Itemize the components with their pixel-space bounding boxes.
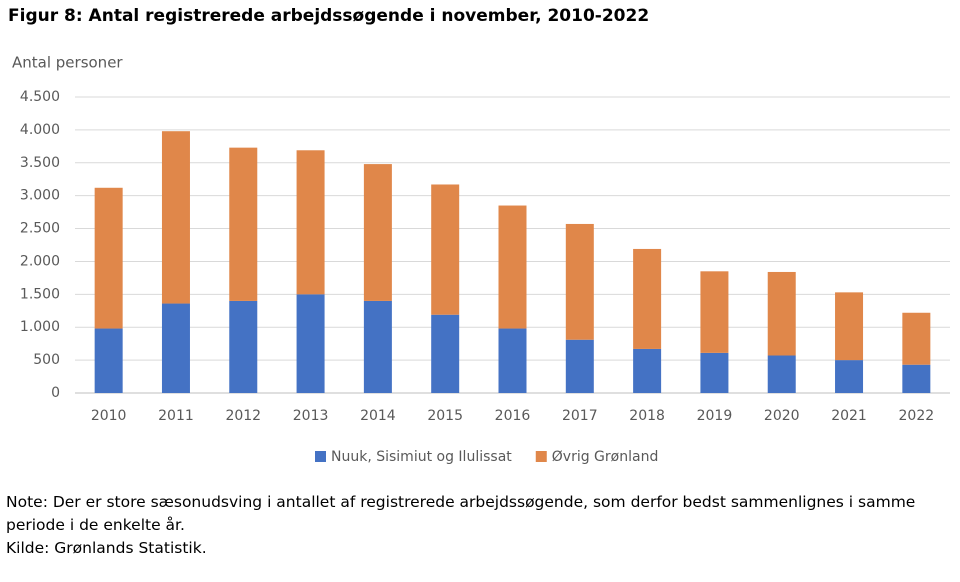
bar-segment xyxy=(902,312,931,365)
bar-segment xyxy=(633,348,662,393)
bar-segment xyxy=(229,300,258,393)
y-tick-label: 0 xyxy=(51,385,60,401)
legend-swatch xyxy=(315,451,326,462)
bar-segment xyxy=(161,303,190,393)
x-tick-label: 2011 xyxy=(158,408,194,424)
x-tick-label: 2015 xyxy=(427,408,463,424)
x-tick-label: 2017 xyxy=(562,408,598,424)
x-tick-label: 2014 xyxy=(360,408,396,424)
x-tick-label: 2021 xyxy=(831,408,867,424)
x-tick-label: 2013 xyxy=(293,408,329,424)
chart: Antal personer 0 500 1.000 1.500 2.000 2.500 3… xyxy=(12,54,950,465)
bar-segment xyxy=(363,300,392,393)
legend-swatch xyxy=(535,451,547,462)
bar-segment xyxy=(498,205,527,329)
bar-segment xyxy=(229,147,258,301)
note: Kilde: Grønlands Statistik. xyxy=(6,539,207,557)
y-axis-title: Antal personer xyxy=(12,54,123,72)
legend-label: Nuuk, Sisimiut og Ilulissat xyxy=(331,449,512,465)
bar-segment xyxy=(94,328,123,393)
x-tick-label: 2018 xyxy=(629,408,665,424)
x-tick-label: 2012 xyxy=(225,408,261,424)
x-tick-label: 2010 xyxy=(91,408,127,424)
bar-segment xyxy=(363,164,392,301)
bar-segment xyxy=(767,271,796,356)
bar-segment xyxy=(498,328,527,393)
y-tick-label: 1.000 xyxy=(20,319,60,335)
chart-title: Figur 8: Antal registrerede arbejdssøgen… xyxy=(8,6,650,26)
y-tick-label: 1.500 xyxy=(20,286,60,302)
bar-segment xyxy=(835,360,864,393)
y-tick-label: 4.000 xyxy=(20,122,60,138)
x-tick-label: 2020 xyxy=(764,408,800,424)
bar-segment xyxy=(431,184,460,315)
bar-segment xyxy=(161,131,190,304)
bar-segment xyxy=(94,187,123,329)
bar-segment xyxy=(565,223,594,340)
bar-segment xyxy=(835,292,864,361)
y-tick-label: 3.000 xyxy=(20,188,60,204)
bar-segment xyxy=(902,364,931,393)
legend-label: Øvrig Grønland xyxy=(552,449,659,465)
y-tick-label: 2.000 xyxy=(20,253,60,269)
x-tick-label: 2019 xyxy=(697,408,733,424)
notes: Note: Der er store sæsonudsving i antall… xyxy=(6,491,956,560)
y-tick-label: 3.500 xyxy=(20,155,60,171)
bar-segment xyxy=(700,352,729,393)
bar-segment xyxy=(633,248,662,349)
bar-segment xyxy=(296,150,325,295)
x-tick-label: 2022 xyxy=(899,408,935,424)
bar-segment xyxy=(296,294,325,393)
y-tick-label: 2.500 xyxy=(20,221,60,237)
y-tick-label: 500 xyxy=(33,352,60,368)
bar-segment xyxy=(767,355,796,393)
x-tick-label: 2016 xyxy=(495,408,531,424)
bar-segment xyxy=(700,271,729,353)
note: Note: Der er store sæsonudsving i antall… xyxy=(6,493,916,534)
bar-segment xyxy=(565,339,594,393)
bar-segment xyxy=(431,314,460,393)
y-tick-label: 4.500 xyxy=(20,89,60,105)
